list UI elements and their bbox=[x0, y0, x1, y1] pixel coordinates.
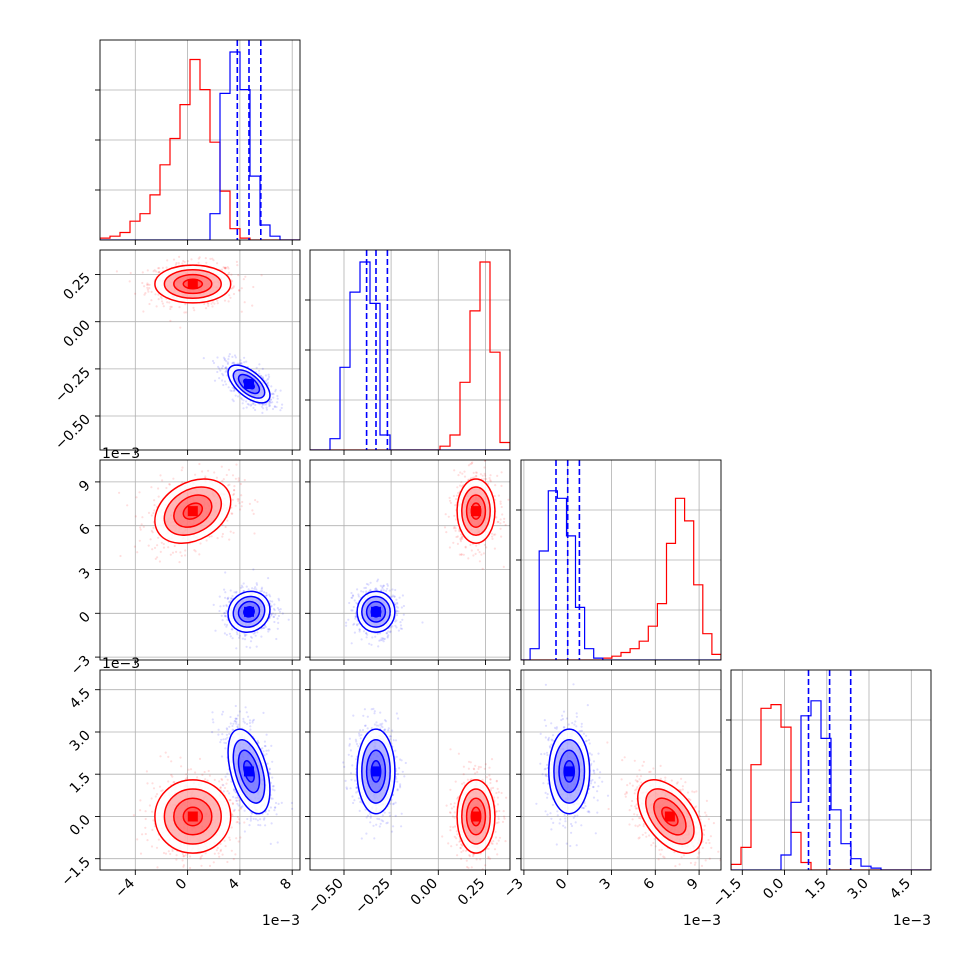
panel-3-2: −3 0 3 6 9 1e−3 bbox=[501, 669, 722, 929]
panel-frame bbox=[99, 669, 301, 871]
panel-1-0: −0.50 −0.25 0.00 0.25 bbox=[52, 249, 301, 455]
x-tick-label: −4 bbox=[112, 875, 138, 901]
x-offset-label: 1e−3 bbox=[683, 913, 721, 929]
y-tick-label: −0.25 bbox=[52, 364, 94, 406]
panel-frame bbox=[520, 669, 722, 871]
y-tick-label: 1.5 bbox=[67, 770, 94, 797]
x-offset-label: 1e−3 bbox=[893, 913, 931, 929]
x-tick-label: 1.5 bbox=[803, 876, 830, 903]
y-tick-label: 0.0 bbox=[67, 812, 94, 839]
panel-2-1 bbox=[305, 459, 511, 665]
density-peak-blue bbox=[371, 606, 381, 617]
x-tick-label: 0.00 bbox=[408, 876, 441, 909]
density-peak-red bbox=[187, 506, 198, 517]
density-peak-red bbox=[187, 279, 198, 289]
histogram-red bbox=[521, 497, 721, 660]
panel-frame bbox=[309, 669, 511, 871]
y-tick-label: 9 bbox=[76, 477, 94, 495]
x-tick-label: 3 bbox=[597, 876, 615, 894]
x-tick-label: 4 bbox=[225, 875, 243, 893]
x-tick-label: 0 bbox=[173, 876, 191, 894]
x-tick-label: 0.0 bbox=[760, 876, 787, 903]
histogram-blue bbox=[521, 490, 721, 660]
x-tick-label: 0 bbox=[553, 876, 571, 894]
density-peak-blue bbox=[371, 766, 381, 777]
y-tick-label: 3.0 bbox=[67, 728, 94, 755]
y-tick-label: −0.50 bbox=[52, 412, 94, 454]
panel-3-3: −1.5 0.0 1.5 3.0 4.5 1e−3 bbox=[710, 669, 932, 929]
histogram-red bbox=[310, 261, 510, 450]
y-tick-label: 3 bbox=[76, 565, 94, 583]
x-tick-label: 9 bbox=[684, 876, 702, 894]
x-tick-label: 0.25 bbox=[455, 876, 488, 909]
y-tick-label: 6 bbox=[76, 521, 94, 539]
x-tick-label: 3.0 bbox=[845, 876, 872, 903]
x-offset-label: 1e−3 bbox=[262, 913, 300, 929]
density-peak-red bbox=[664, 811, 675, 822]
histogram-blue bbox=[310, 261, 510, 450]
x-tick-label: 6 bbox=[641, 875, 659, 893]
density-peak-red bbox=[187, 811, 198, 822]
panel-1-1 bbox=[305, 249, 511, 455]
y-offset-label: 1e−3 bbox=[102, 446, 140, 462]
panel-2-2 bbox=[516, 459, 722, 665]
y-tick-label: 0.00 bbox=[60, 317, 93, 350]
density-peak-blue bbox=[244, 766, 254, 777]
panel-2-0: −3 0 3 6 9 1e−3 bbox=[68, 446, 301, 679]
y-tick-label: 4.5 bbox=[67, 685, 94, 712]
panel-frame bbox=[309, 459, 511, 661]
density-peak-blue bbox=[244, 606, 254, 617]
y-tick-label: −3 bbox=[68, 653, 94, 679]
x-tick-label: −0.50 bbox=[305, 876, 347, 918]
y-offset-label: 1e−3 bbox=[102, 656, 140, 672]
density-peak-blue bbox=[244, 379, 254, 389]
y-tick-label: −1.5 bbox=[58, 854, 93, 889]
y-tick-label: 0 bbox=[76, 609, 94, 627]
histogram-red bbox=[100, 58, 300, 240]
histogram-blue bbox=[100, 51, 300, 240]
panel-0-0 bbox=[95, 39, 301, 245]
x-tick-label: −1.5 bbox=[710, 876, 745, 911]
panel-frame bbox=[99, 249, 301, 451]
density-peak-red bbox=[471, 811, 481, 822]
histogram-red bbox=[731, 704, 931, 870]
panel-3-0: −4 0 4 8 1e−3 −1.5 0.0 1.5 3.0 4.5 1e−3 bbox=[58, 656, 301, 929]
panel-frame bbox=[99, 459, 301, 661]
x-tick-label: 4.5 bbox=[887, 876, 914, 903]
density-peak-blue bbox=[564, 766, 575, 777]
x-tick-label: −3 bbox=[501, 876, 527, 902]
y-tick-label: 0.25 bbox=[60, 270, 93, 303]
x-tick-label: −0.25 bbox=[352, 876, 394, 918]
x-tick-label: 8 bbox=[277, 876, 295, 894]
panel-3-1: −0.50 −0.25 0.00 0.25 bbox=[305, 669, 511, 918]
density-peak-red bbox=[471, 506, 481, 517]
